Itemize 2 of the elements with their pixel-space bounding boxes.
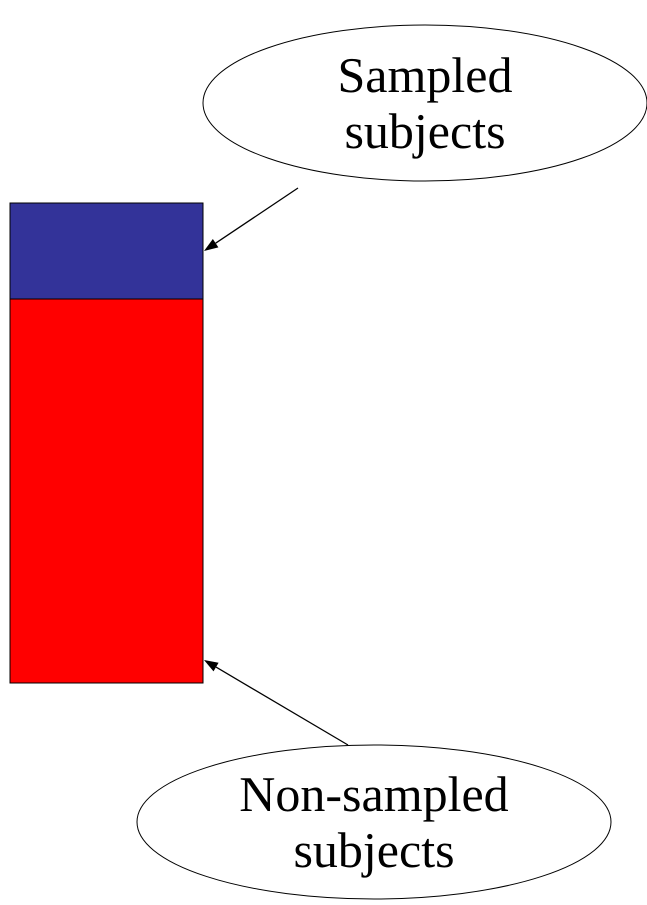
text: Sampled subjects bbox=[338, 47, 512, 159]
legend-label: Non-sampled subjects bbox=[239, 766, 509, 878]
